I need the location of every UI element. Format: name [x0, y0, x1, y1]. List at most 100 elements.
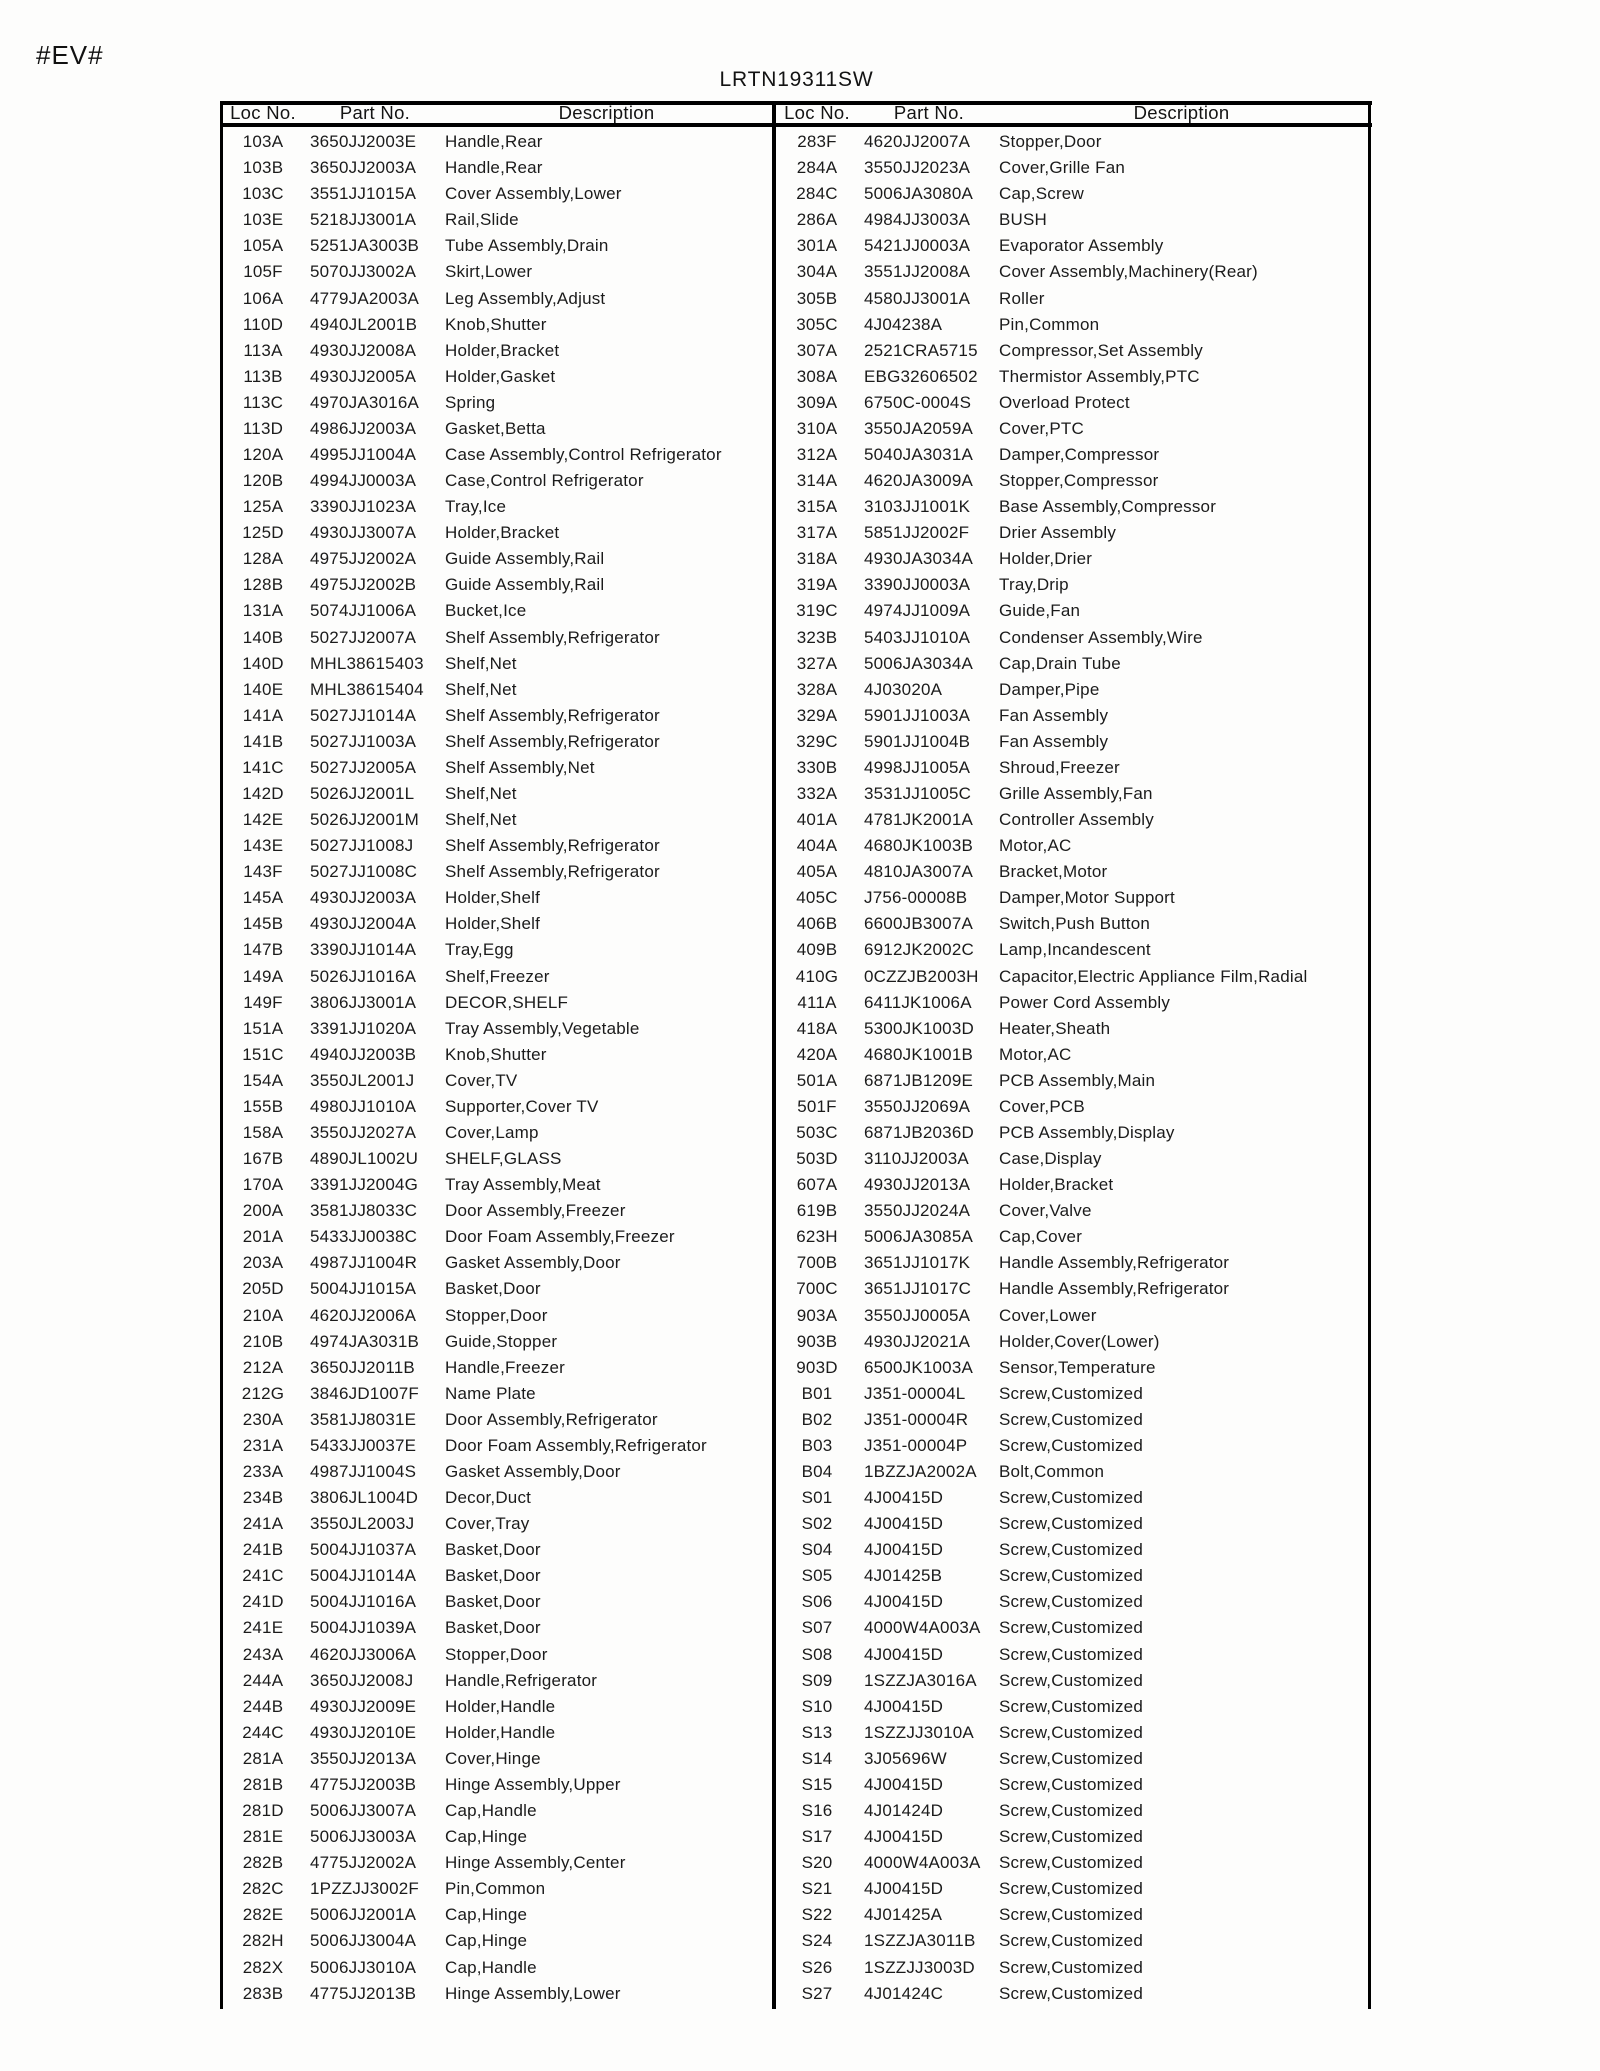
loc-no-cell: 241E	[242, 1618, 284, 1638]
loc-no-cell: 405C	[796, 888, 838, 908]
description-cell: PCB Assembly,Main	[999, 1070, 1156, 1090]
loc-no-cell: 170A	[242, 1175, 284, 1195]
loc-no-cell: 314A	[796, 471, 838, 491]
description-cell: Case,Display	[999, 1149, 1102, 1169]
table-row: 405A 4810JA3007A Bracket,Motor	[780, 859, 1364, 885]
part-no-cell: 5006JJ3004A	[310, 1931, 417, 1951]
loc-no-cell: 700C	[796, 1279, 838, 1299]
table-row: 113D 4986JJ2003A Gasket,Betta	[226, 416, 768, 442]
part-no-cell: 4930JJ2008A	[310, 340, 417, 360]
table-row: 327A 5006JA3034A Cap,Drain Tube	[780, 651, 1364, 677]
table-row: 125D 4930JJ3007A Holder,Bracket	[226, 520, 768, 546]
table-row: 105F 5070JJ3002A Skirt,Lower	[226, 259, 768, 285]
part-no-cell: 4J01425B	[864, 1566, 943, 1586]
description-cell: Screw,Customized	[999, 1488, 1143, 1508]
description-cell: Screw,Customized	[999, 1435, 1143, 1455]
table-row: 110D 4940JL2001B Knob,Shutter	[226, 312, 768, 338]
loc-no-cell: 282X	[242, 1957, 284, 1977]
description-cell: Guide Assembly,Rail	[445, 575, 605, 595]
description-cell: Holder,Handle	[445, 1722, 556, 1742]
table-row: 103E 5218JJ3001A Rail,Slide	[226, 207, 768, 233]
table-row: S02 4J00415D Screw,Customized	[780, 1511, 1364, 1537]
part-no-cell: 5006JA3085A	[864, 1227, 974, 1247]
part-no-cell: 3103JJ1001K	[864, 497, 971, 517]
description-cell: Shelf,Net	[445, 783, 517, 803]
table-row: S08 4J00415D Screw,Customized	[780, 1642, 1364, 1668]
table-row: 149A 5026JJ1016A Shelf,Freezer	[226, 964, 768, 990]
description-cell: Base Assembly,Compressor	[999, 497, 1217, 517]
description-cell: Handle,Rear	[445, 132, 543, 152]
part-no-cell: 3650JJ2011B	[310, 1357, 415, 1377]
description-cell: Tray,Ice	[445, 497, 507, 517]
description-cell: Tube Assembly,Drain	[445, 236, 609, 256]
table-row: 143E 5027JJ1008J Shelf Assembly,Refrigerat…	[226, 833, 768, 859]
part-no-cell: 5026JJ2001L	[310, 783, 415, 803]
table-row: 307A 2521CRA5715 Compressor,Set Assembly	[780, 338, 1364, 364]
loc-no-cell: 231A	[242, 1435, 284, 1455]
description-cell: Bracket,Motor	[999, 862, 1108, 882]
part-no-cell: 4930JJ2021A	[864, 1331, 971, 1351]
table-row: 113C 4970JA3016A Spring	[226, 390, 768, 416]
description-cell: Damper,Compressor	[999, 444, 1160, 464]
loc-no-cell: 418A	[796, 1018, 838, 1038]
part-no-cell: 5901JJ1003A	[864, 705, 971, 725]
part-no-cell: 3806JL1004D	[310, 1488, 419, 1508]
part-no-cell: 5026JJ1016A	[310, 966, 417, 986]
description-cell: Fan Assembly	[999, 731, 1109, 751]
loc-no-cell: S21	[801, 1879, 833, 1899]
loc-no-cell: 241A	[242, 1514, 284, 1534]
description-cell: Guide,Fan	[999, 601, 1081, 621]
table-row: 145A 4930JJ2003A Holder,Shelf	[226, 885, 768, 911]
part-no-cell: 4974JJ1009A	[864, 601, 971, 621]
loc-no-cell: 103C	[242, 184, 284, 204]
description-cell: Guide,Stopper	[445, 1331, 558, 1351]
loc-no-cell: 142D	[242, 783, 284, 803]
description-cell: Cover,Valve	[999, 1201, 1092, 1221]
table-row: B01 J351-00004L Screw,Customized	[780, 1381, 1364, 1407]
table-row: 323B 5403JJ1010A Condenser Assembly,Wire	[780, 624, 1364, 650]
loc-no-cell: 103E	[242, 210, 284, 230]
description-cell: Sensor,Temperature	[999, 1357, 1156, 1377]
part-no-cell: 4930JJ3007A	[310, 523, 417, 543]
part-no-cell: 3550JJ0005A	[864, 1305, 971, 1325]
loc-no-cell: 330B	[796, 757, 838, 777]
description-cell: Hinge Assembly,Lower	[445, 1983, 621, 2003]
table-row: 330B 4998JJ1005A Shroud,Freezer	[780, 755, 1364, 781]
table-row: B02 J351-00004R Screw,Customized	[780, 1407, 1364, 1433]
loc-no-cell: 623H	[796, 1227, 838, 1247]
part-no-cell: 4580JJ3001A	[864, 288, 971, 308]
description-cell: Screw,Customized	[999, 1383, 1143, 1403]
description-cell: Screw,Customized	[999, 1748, 1143, 1768]
loc-no-cell: S01	[801, 1488, 833, 1508]
loc-no-cell: 304A	[796, 262, 838, 282]
loc-no-cell: 212A	[242, 1357, 284, 1377]
loc-no-cell: B04	[801, 1462, 833, 1482]
table-row: 319A 3390JJ0003A Tray,Drip	[780, 572, 1364, 598]
loc-no-cell: 151C	[242, 1044, 284, 1064]
part-no-cell: 3651JJ1017K	[864, 1253, 971, 1273]
part-no-cell: 3650JJ2003E	[310, 132, 417, 152]
part-no-cell: 3390JJ0003A	[864, 575, 971, 595]
table-left-border	[220, 101, 223, 2009]
description-cell: Damper,Pipe	[999, 679, 1100, 699]
part-no-cell: 5006JJ3010A	[310, 1957, 417, 1977]
description-cell: Thermistor Assembly,PTC	[999, 366, 1200, 386]
part-no-cell: 5004JJ1039A	[310, 1618, 417, 1638]
part-no-header: Part No.	[893, 101, 965, 123]
description-cell: Cover,Grille Fan	[999, 158, 1126, 178]
loc-no-cell: S24	[801, 1931, 833, 1951]
table-row: 282C 1PZZJJ3002F Pin,Common	[226, 1876, 768, 1902]
description-cell: Holder,Handle	[445, 1696, 556, 1716]
table-row: 241B 5004JJ1037A Basket,Door	[226, 1537, 768, 1563]
loc-no-cell: 312A	[796, 444, 838, 464]
page-title: LRTN19311SW	[719, 68, 874, 91]
loc-no-cell: 145A	[242, 888, 284, 908]
description-cell: Holder,Shelf	[445, 888, 541, 908]
part-no-cell: 4J00415D	[864, 1774, 944, 1794]
description-cell: Basket,Door	[445, 1618, 541, 1638]
description-cell: Evaporator Assembly	[999, 236, 1164, 256]
part-no-cell: 4986JJ2003A	[310, 418, 417, 438]
header-bottom-rule	[220, 123, 1372, 127]
loc-no-cell: 284A	[796, 158, 838, 178]
description-cell: Tray Assembly,Vegetable	[445, 1018, 640, 1038]
